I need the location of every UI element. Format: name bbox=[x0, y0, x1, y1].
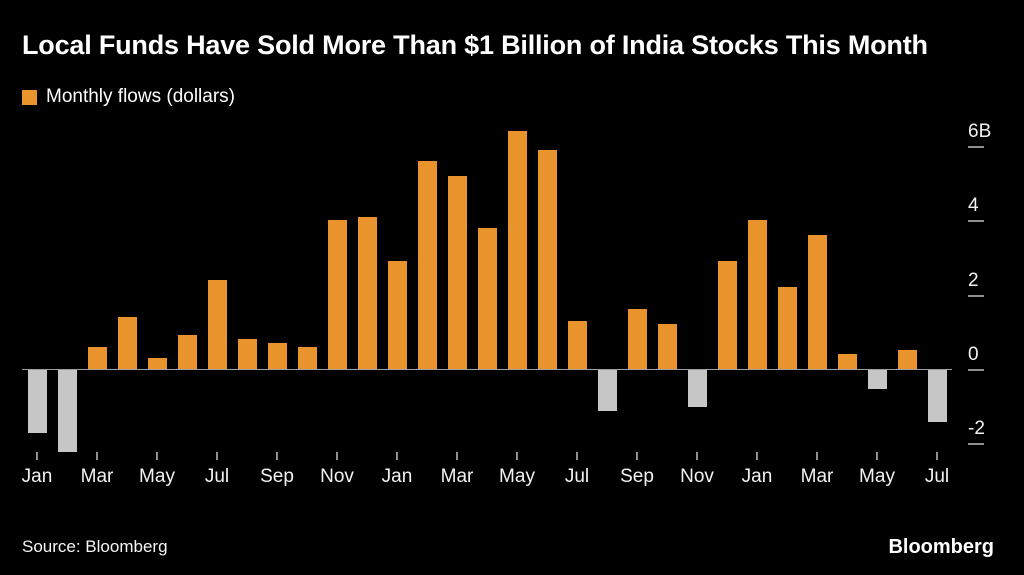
bar-feb-13 bbox=[417, 160, 437, 369]
x-axis-tick bbox=[336, 452, 338, 460]
x-axis-label-sep-10: Sep bbox=[620, 466, 654, 487]
x-axis-tick bbox=[276, 452, 278, 460]
x-axis-tick bbox=[936, 452, 938, 460]
x-axis-tick bbox=[696, 452, 698, 460]
y-axis-tick bbox=[968, 294, 984, 297]
x-axis-label-jul-15: Jul bbox=[924, 466, 950, 487]
x-axis-tick bbox=[636, 452, 638, 460]
x-axis-label-jan-12: Jan bbox=[741, 466, 773, 487]
x-axis-tick bbox=[576, 452, 578, 460]
x-axis-tick bbox=[156, 452, 158, 460]
bar-jan-0 bbox=[27, 369, 47, 434]
x-axis-label-may-14: May bbox=[859, 466, 895, 487]
bar-apr-15 bbox=[477, 227, 497, 369]
x-axis-label-mar-7: Mar bbox=[440, 466, 474, 487]
bar-jul-30 bbox=[927, 369, 947, 422]
bar-may-16 bbox=[507, 131, 527, 369]
y-axis-label-4: 4 bbox=[968, 195, 979, 217]
x-axis-tick bbox=[456, 452, 458, 460]
legend: Monthly flows (dollars) bbox=[22, 86, 235, 108]
x-axis-tick bbox=[516, 452, 518, 460]
x-axis-label-jan-6: Jan bbox=[381, 466, 413, 487]
bar-dec-23 bbox=[717, 261, 737, 369]
y-axis-tick bbox=[968, 220, 984, 223]
y-axis-tick bbox=[968, 443, 984, 446]
bloomberg-logo: Bloomberg bbox=[888, 536, 994, 558]
x-axis-tick bbox=[216, 452, 218, 460]
bar-sep-8 bbox=[267, 342, 287, 369]
x-axis-tick bbox=[36, 452, 38, 460]
y-axis-label-0: 0 bbox=[968, 343, 979, 365]
bar-mar-2 bbox=[87, 346, 107, 369]
x-axis-label-jul-9: Jul bbox=[564, 466, 590, 487]
y-axis-label--2: -2 bbox=[968, 418, 985, 440]
x-axis-label-may-8: May bbox=[499, 466, 535, 487]
x-axis-label-nov-11: Nov bbox=[680, 466, 714, 487]
x-axis-label-nov-5: Nov bbox=[320, 466, 354, 487]
zero-line bbox=[22, 368, 952, 370]
x-axis-label-mar-1: Mar bbox=[80, 466, 114, 487]
x-axis-label-mar-13: Mar bbox=[800, 466, 834, 487]
bar-oct-21 bbox=[657, 324, 677, 369]
bar-jun-17 bbox=[537, 149, 557, 369]
bar-aug-19 bbox=[597, 369, 617, 411]
x-axis-label-may-2: May bbox=[139, 466, 175, 487]
bar-feb-25 bbox=[777, 287, 797, 369]
y-axis-label-6b: 6B bbox=[968, 120, 992, 142]
bar-apr-27 bbox=[837, 354, 857, 369]
x-axis-tick bbox=[876, 452, 878, 460]
bar-jul-18 bbox=[567, 320, 587, 369]
source-label: Source: Bloomberg bbox=[22, 537, 168, 556]
bar-may-4 bbox=[147, 357, 167, 369]
bar-nov-10 bbox=[327, 220, 347, 369]
bar-mar-14 bbox=[447, 175, 467, 369]
bar-jan-24 bbox=[747, 220, 767, 369]
bar-jun-5 bbox=[177, 335, 197, 369]
y-axis: 6B 4 2 0 -2 bbox=[962, 118, 1020, 460]
bar-aug-7 bbox=[237, 339, 257, 369]
bar-dec-11 bbox=[357, 216, 377, 369]
y-axis-tick bbox=[968, 145, 984, 148]
x-axis-tick bbox=[816, 452, 818, 460]
bar-nov-22 bbox=[687, 369, 707, 408]
bar-apr-3 bbox=[117, 316, 137, 369]
plot-area bbox=[22, 118, 952, 460]
x-axis-label-jan-0: Jan bbox=[21, 466, 53, 487]
x-axis-label-sep-4: Sep bbox=[260, 466, 294, 487]
bar-jun-29 bbox=[897, 350, 917, 369]
bar-may-28 bbox=[867, 369, 887, 389]
x-axis: Jan Mar May Jul Sep Nov Jan Mar May Jul Sep Nov Jan M… bbox=[22, 452, 952, 498]
y-axis-tick bbox=[968, 368, 984, 371]
bar-jul-6 bbox=[207, 279, 227, 369]
x-axis-tick bbox=[396, 452, 398, 460]
bar-jan-12 bbox=[387, 261, 407, 369]
x-axis-tick bbox=[756, 452, 758, 460]
bar-sep-20 bbox=[627, 309, 647, 369]
legend-swatch bbox=[22, 89, 37, 105]
bar-mar-26 bbox=[807, 235, 827, 369]
legend-label: Monthly flows (dollars) bbox=[46, 86, 235, 107]
bar-oct-9 bbox=[297, 346, 317, 369]
x-axis-tick bbox=[96, 452, 98, 460]
x-axis-label-jul-3: Jul bbox=[204, 466, 230, 487]
y-axis-label-2: 2 bbox=[968, 269, 979, 291]
bar-feb-1 bbox=[57, 369, 77, 452]
chart-title: Local Funds Have Sold More Than $1 Billi… bbox=[22, 30, 928, 60]
